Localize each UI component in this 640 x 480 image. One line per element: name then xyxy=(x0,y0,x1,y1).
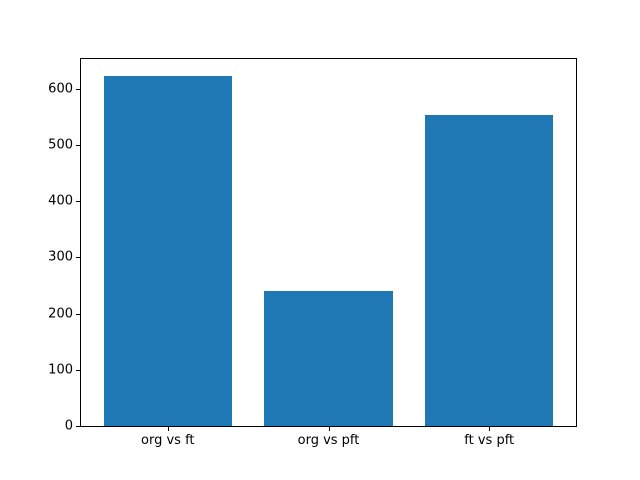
x-tick-mark xyxy=(328,427,330,431)
y-tick-label: 300 xyxy=(48,249,73,265)
plot-area: org vs ft org vs pft ft vs pft 0 100 200 300 40… xyxy=(48,59,576,447)
y-tick-mark xyxy=(76,369,80,371)
y-tick-label: 400 xyxy=(48,193,73,209)
x-tick-label: org vs ft xyxy=(141,433,195,448)
x-tick-label: ft vs pft xyxy=(464,433,515,448)
y-tick-label: 0 xyxy=(64,418,73,434)
y-tick-label: 200 xyxy=(48,306,73,322)
bar-org-vs-pft xyxy=(264,291,393,426)
x-tick-label: org vs pft xyxy=(297,433,360,448)
y-tick-mark xyxy=(76,88,80,90)
y-tick-mark xyxy=(76,426,80,427)
x-tick-mark xyxy=(167,427,169,431)
y-tick-label: 100 xyxy=(48,362,73,378)
bar-org-vs-ft xyxy=(103,76,233,426)
y-tick-mark xyxy=(76,257,80,259)
y-tick-mark xyxy=(76,313,80,315)
y-tick-label: 500 xyxy=(48,137,73,153)
y-tick-mark xyxy=(76,201,80,203)
y-tick-mark xyxy=(76,144,80,146)
x-tick-mark xyxy=(489,427,491,431)
axes: org vs ft org vs pft ft vs pft 0 100 200 300 40… xyxy=(48,58,577,447)
bar-ft-vs-pft xyxy=(424,114,554,426)
y-tick-label: 600 xyxy=(48,81,73,97)
